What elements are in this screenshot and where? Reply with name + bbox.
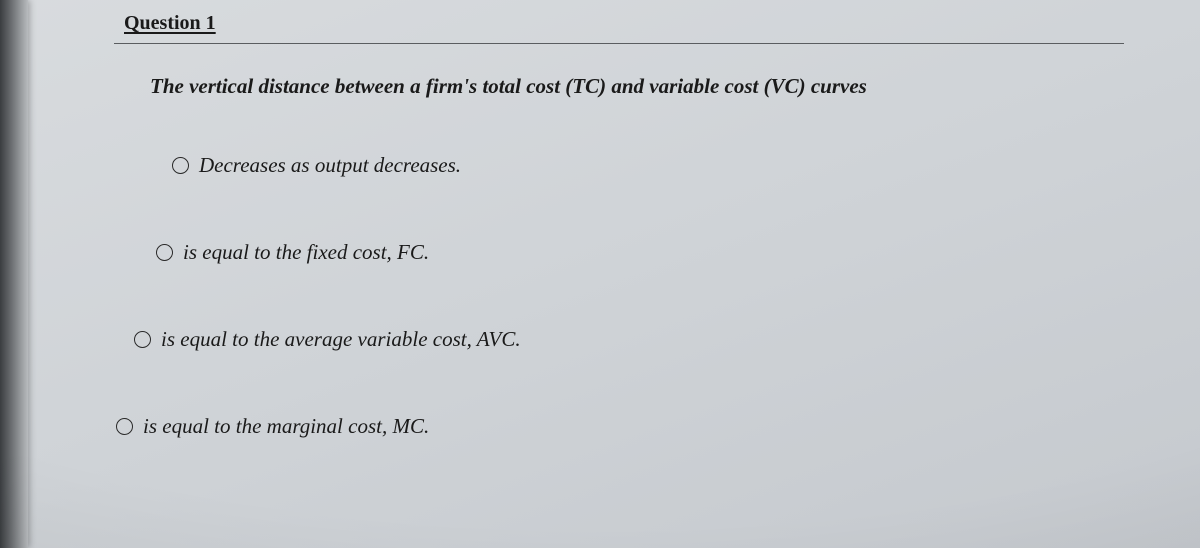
- header-divider: [114, 43, 1124, 44]
- option-row[interactable]: Decreases as output decreases.: [172, 153, 1130, 178]
- option-row[interactable]: is equal to the marginal cost, MC.: [116, 414, 1130, 439]
- option-label: Decreases as output decreases.: [199, 153, 461, 178]
- option-row[interactable]: is equal to the average variable cost, A…: [134, 327, 1130, 352]
- radio-unchecked-icon[interactable]: [134, 331, 151, 348]
- page-binding-edge: [0, 0, 28, 548]
- radio-unchecked-icon[interactable]: [116, 418, 133, 435]
- option-label: is equal to the average variable cost, A…: [161, 327, 521, 352]
- question-container: Question 1 The vertical distance between…: [28, 0, 1178, 548]
- option-label: is equal to the marginal cost, MC.: [143, 414, 429, 439]
- option-row[interactable]: is equal to the fixed cost, FC.: [156, 240, 1130, 265]
- question-header: Question 1: [124, 12, 1130, 41]
- radio-unchecked-icon[interactable]: [156, 244, 173, 261]
- option-label: is equal to the fixed cost, FC.: [183, 240, 429, 265]
- options-group: Decreases as output decreases. is equal …: [124, 153, 1130, 501]
- radio-unchecked-icon[interactable]: [172, 157, 189, 174]
- question-prompt: The vertical distance between a firm's t…: [150, 72, 1130, 101]
